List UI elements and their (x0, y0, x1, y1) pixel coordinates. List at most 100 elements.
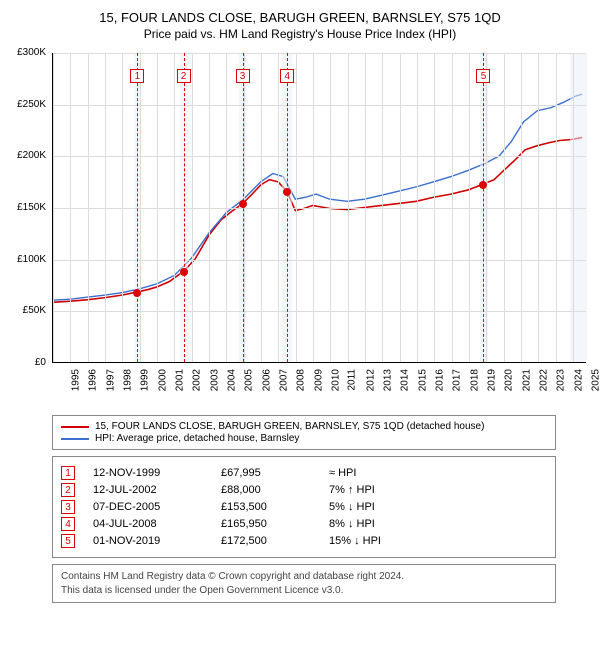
legend-label: HPI: Average price, detached house, Barn… (95, 433, 299, 444)
x-axis-label: 2022 (538, 369, 549, 391)
gridline-v (486, 53, 487, 362)
chart-subtitle: Price paid vs. HM Land Registry's House … (8, 27, 592, 41)
y-axis-label: £250K (8, 99, 46, 110)
gridline-v (209, 53, 210, 362)
transaction-price: £67,995 (221, 467, 311, 479)
transaction-dot (133, 289, 141, 297)
x-axis-label: 1998 (122, 369, 133, 391)
transaction-number: 3 (61, 500, 75, 514)
transaction-dot (283, 188, 291, 196)
legend-swatch (61, 426, 89, 428)
transaction-date: 12-NOV-1999 (93, 467, 203, 479)
gridline-v (70, 53, 71, 362)
gridline-v (348, 53, 349, 362)
transaction-delta: 8% ↓ HPI (329, 518, 547, 530)
y-axis-label: £0 (8, 357, 46, 368)
y-axis-label: £200K (8, 150, 46, 161)
transaction-number: 4 (61, 517, 75, 531)
gridline-v (452, 53, 453, 362)
x-axis-label: 2021 (521, 369, 532, 391)
transaction-dot (239, 200, 247, 208)
x-axis-label: 2000 (157, 369, 168, 391)
marker-line (287, 53, 288, 362)
gridline-v (157, 53, 158, 362)
transaction-row: 501-NOV-2019£172,50015% ↓ HPI (61, 534, 547, 548)
gridline-v (330, 53, 331, 362)
legend-item: HPI: Average price, detached house, Barn… (61, 433, 547, 444)
x-axis-label: 2019 (486, 369, 497, 391)
legend: 15, FOUR LANDS CLOSE, BARUGH GREEN, BARN… (52, 415, 556, 450)
x-axis-label: 1999 (140, 369, 151, 391)
x-axis-label: 2008 (296, 369, 307, 391)
gridline-v (521, 53, 522, 362)
y-axis-label: £300K (8, 47, 46, 58)
transaction-dot (479, 181, 487, 189)
plot-region: 12345 (52, 53, 586, 363)
transaction-date: 12-JUL-2002 (93, 484, 203, 496)
x-axis-label: 2018 (469, 369, 480, 391)
x-axis-label: 2025 (590, 369, 600, 391)
gridline-h (53, 156, 586, 157)
footer-line-1: Contains HM Land Registry data © Crown c… (61, 570, 547, 584)
gridline-h (53, 105, 586, 106)
transaction-row: 307-DEC-2005£153,5005% ↓ HPI (61, 500, 547, 514)
y-axis-label: £150K (8, 202, 46, 213)
gridline-v (556, 53, 557, 362)
gridline-v (278, 53, 279, 362)
transaction-number: 1 (61, 466, 75, 480)
x-axis-label: 1996 (88, 369, 99, 391)
x-axis-label: 2014 (400, 369, 411, 391)
transaction-number: 2 (61, 483, 75, 497)
transaction-delta: 5% ↓ HPI (329, 501, 547, 513)
gridline-v (53, 53, 54, 362)
gridline-v (105, 53, 106, 362)
gridline-v (88, 53, 89, 362)
x-axis-label: 2009 (313, 369, 324, 391)
x-axis-label: 2024 (573, 369, 584, 391)
gridline-v (140, 53, 141, 362)
marker-number-box: 5 (476, 69, 490, 83)
gridline-v (469, 53, 470, 362)
marker-number-box: 4 (280, 69, 294, 83)
x-axis-label: 2002 (192, 369, 203, 391)
x-axis-label: 2012 (365, 369, 376, 391)
x-axis-label: 2020 (504, 369, 515, 391)
x-axis-label: 2013 (382, 369, 393, 391)
legend-item: 15, FOUR LANDS CLOSE, BARUGH GREEN, BARN… (61, 421, 547, 432)
x-axis-label: 1995 (70, 369, 81, 391)
gridline-v (261, 53, 262, 362)
transaction-row: 212-JUL-2002£88,0007% ↑ HPI (61, 483, 547, 497)
x-axis-label: 2005 (244, 369, 255, 391)
x-axis-label: 2006 (261, 369, 272, 391)
gridline-v (192, 53, 193, 362)
gridline-v (538, 53, 539, 362)
x-axis-label: 2007 (278, 369, 289, 391)
marker-line (137, 53, 138, 362)
chart-area: 12345 £0£50K£100K£150K£200K£250K£300K199… (8, 49, 592, 409)
transaction-price: £172,500 (221, 535, 311, 547)
gridline-v (504, 53, 505, 362)
chart-title: 15, FOUR LANDS CLOSE, BARUGH GREEN, BARN… (8, 10, 592, 25)
y-axis-label: £50K (8, 305, 46, 316)
transaction-table: 112-NOV-1999£67,995≈ HPI212-JUL-2002£88,… (52, 456, 556, 558)
x-axis-label: 2023 (556, 369, 567, 391)
transaction-date: 01-NOV-2019 (93, 535, 203, 547)
gridline-v (174, 53, 175, 362)
transaction-delta: 7% ↑ HPI (329, 484, 547, 496)
footer-line-2: This data is licensed under the Open Gov… (61, 584, 547, 598)
x-axis-label: 2015 (417, 369, 428, 391)
marker-number-box: 3 (236, 69, 250, 83)
transaction-date: 07-DEC-2005 (93, 501, 203, 513)
gridline-h (53, 260, 586, 261)
gridline-v (226, 53, 227, 362)
gridline-v (434, 53, 435, 362)
transaction-number: 5 (61, 534, 75, 548)
gridline-v (313, 53, 314, 362)
transaction-dot (180, 268, 188, 276)
marker-line (184, 53, 185, 362)
y-axis-label: £100K (8, 254, 46, 265)
x-axis-label: 2016 (434, 369, 445, 391)
marker-number-box: 2 (177, 69, 191, 83)
transaction-date: 04-JUL-2008 (93, 518, 203, 530)
marker-line (483, 53, 484, 362)
